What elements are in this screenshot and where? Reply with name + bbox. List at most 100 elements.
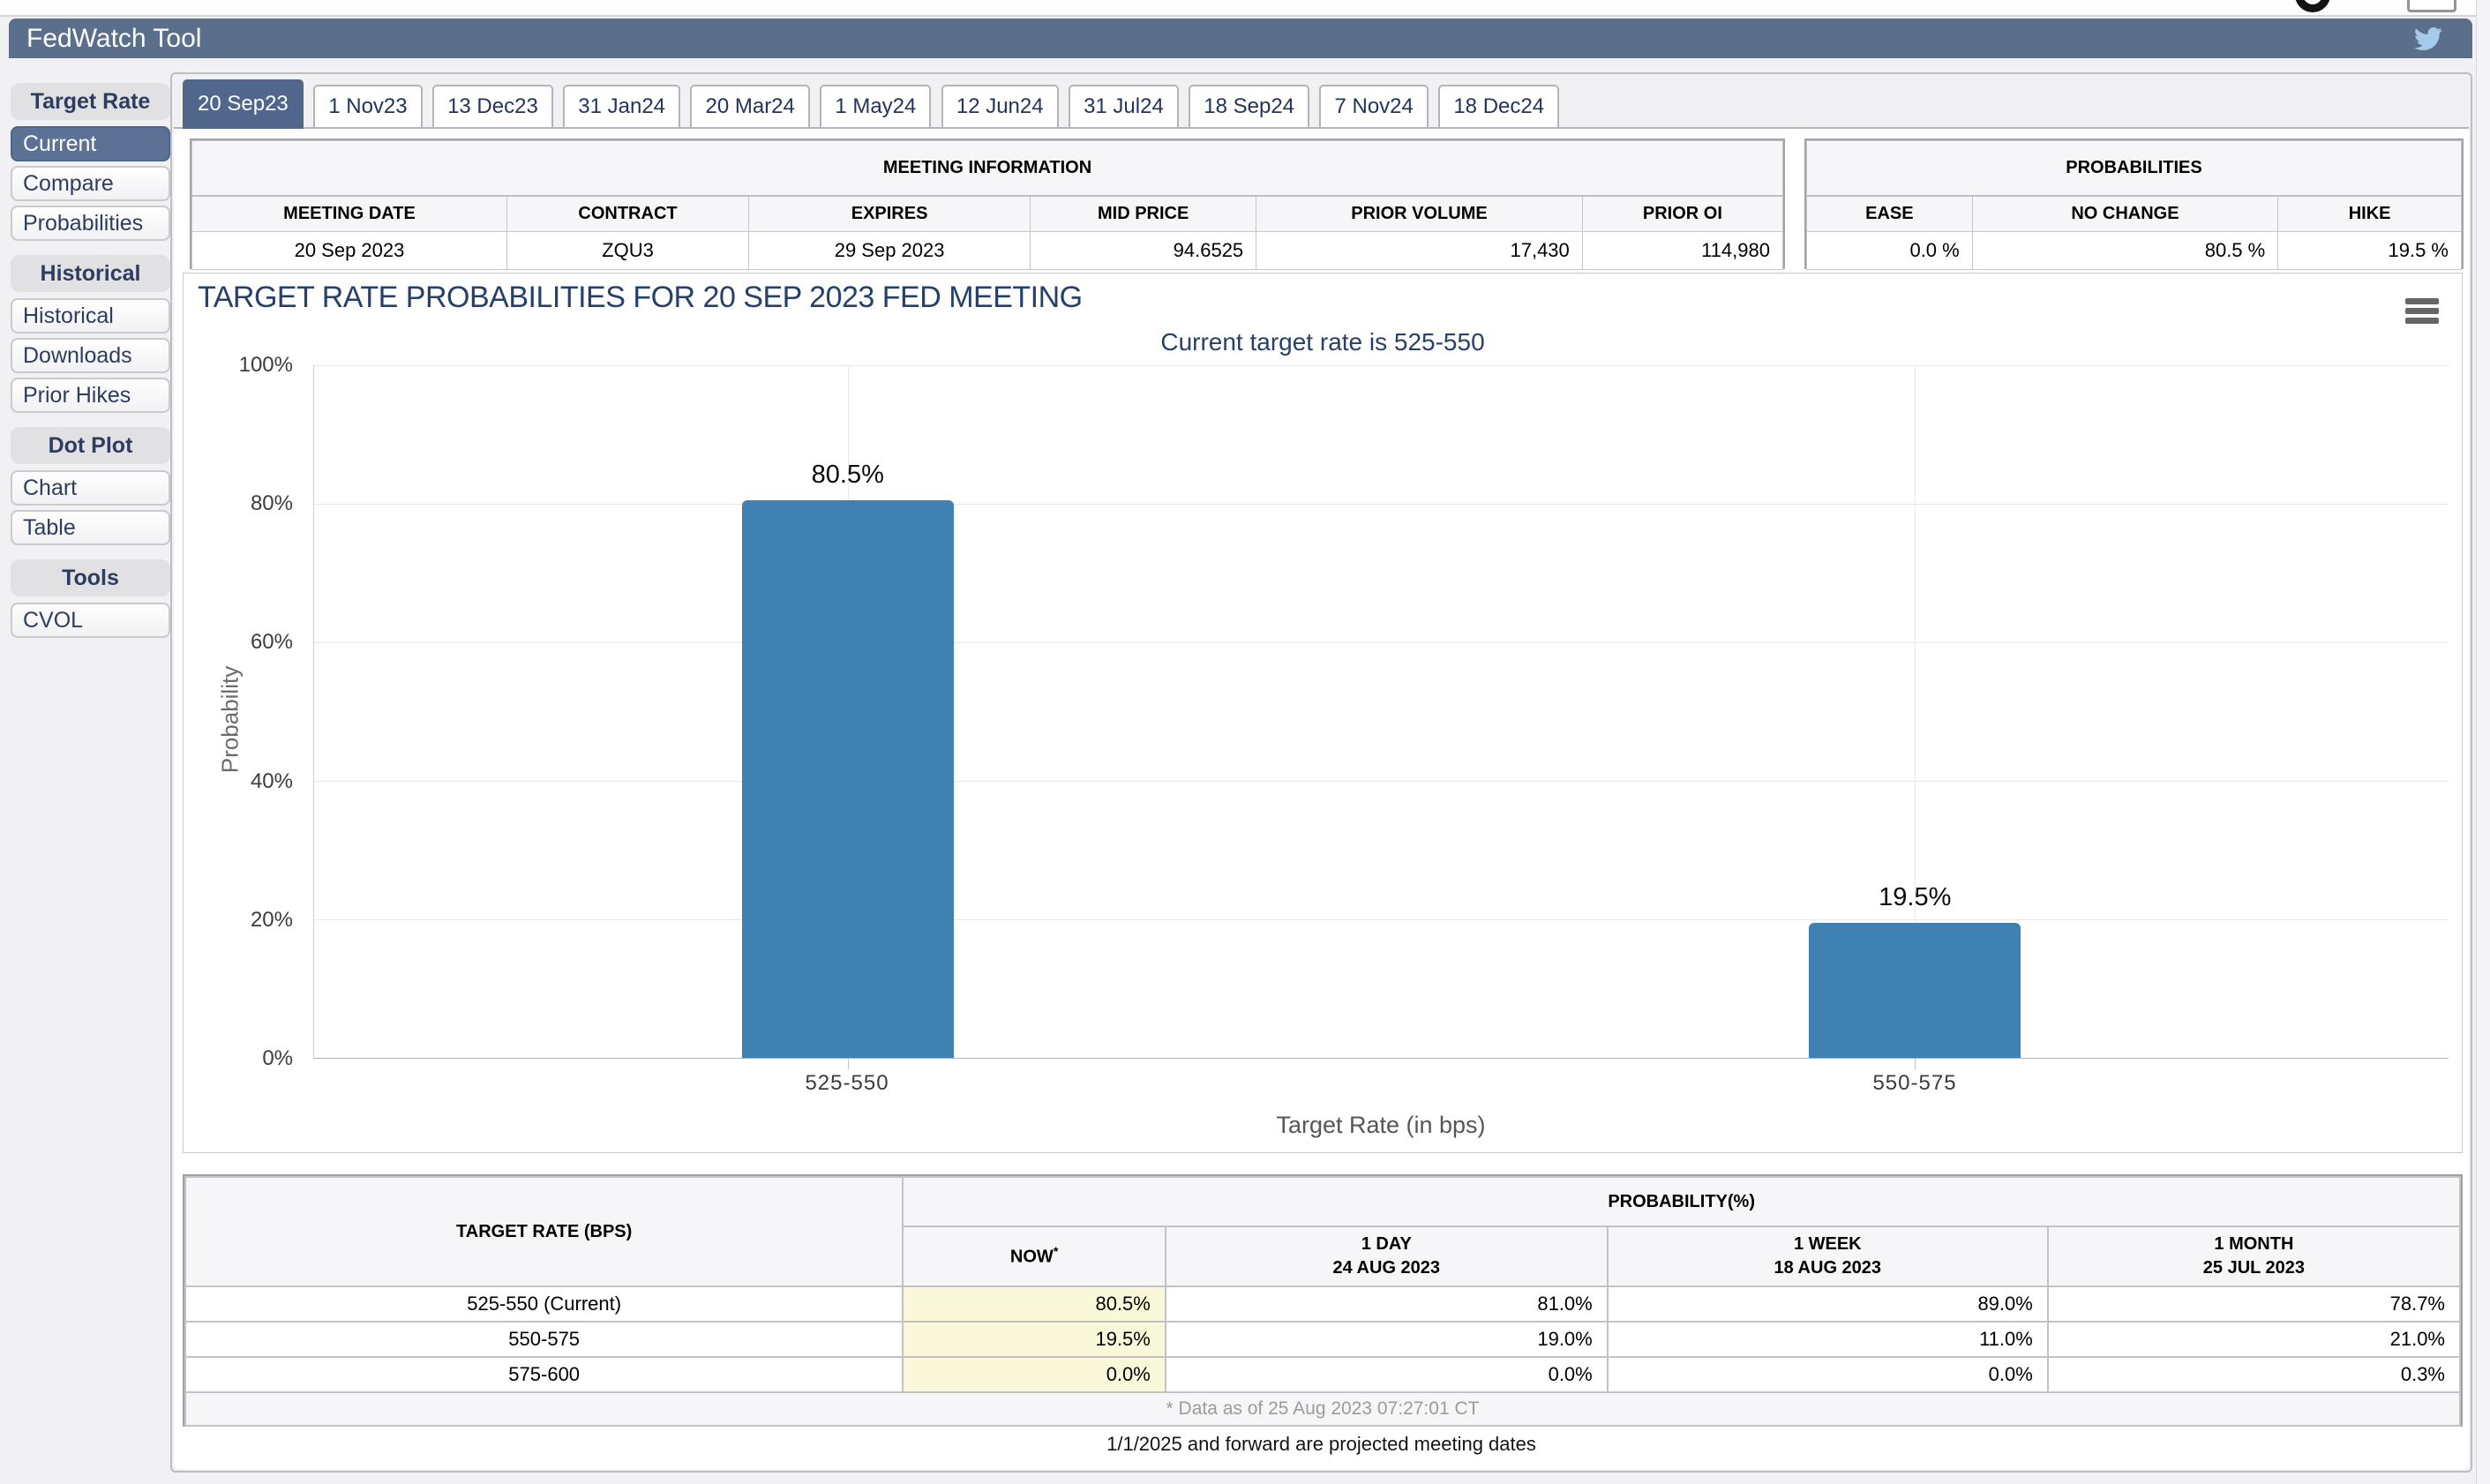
meeting-tabs-widget: 20 Sep23 1 Nov23 13 Dec23 31 Jan24 20 Ma…: [170, 72, 2472, 1473]
col-now: NOW*: [902, 1225, 1166, 1287]
tab-1-may24[interactable]: 1 May24: [820, 85, 932, 129]
probability-history-table: TARGET RATE (BPS) PROBABILITY(%) NOW* 1 …: [183, 1174, 2463, 1427]
ytick-0: 0%: [262, 1046, 293, 1070]
tab-18-dec24[interactable]: 18 Dec24: [1438, 85, 1560, 129]
x-axis-tick: [847, 1058, 849, 1069]
gridline: [314, 504, 2449, 505]
sidebar-item-probabilities[interactable]: Probabilities: [11, 206, 170, 241]
table-row: 550-575 19.5% 19.0% 11.0% 21.0%: [184, 1321, 2462, 1358]
sidebar-item-chart[interactable]: Chart: [11, 470, 170, 506]
prior-volume-value: 17,430: [1256, 231, 1583, 270]
tab-12-jun24[interactable]: 12 Jun24: [941, 85, 1059, 129]
bar-525-550[interactable]: [741, 500, 954, 1058]
sidebar-section-tools: Tools: [11, 559, 170, 596]
expires-value: 29 Sep 2023: [748, 231, 1031, 270]
week-cell: 11.0%: [1606, 1321, 2049, 1358]
mid-price-value: 94.6525: [1030, 231, 1257, 270]
y-axis-ticks: 100% 80% 60% 40% 20% 0%: [184, 353, 302, 1070]
ytick-80: 80%: [250, 491, 293, 516]
day-cell: 0.0%: [1164, 1356, 1609, 1393]
xcat-525-550: 525-550: [805, 1071, 889, 1095]
chart-menu-icon[interactable]: [2405, 298, 2439, 327]
col-mid-price: MID PRICE: [1030, 195, 1257, 232]
data-as-of-note: * Data as of 25 Aug 2023 07:27:01 CT: [184, 1391, 2461, 1427]
tab-18-sep24[interactable]: 18 Sep24: [1189, 85, 1310, 129]
sidebar-item-cvol[interactable]: CVOL: [11, 603, 170, 638]
ytick-60: 60%: [250, 630, 293, 655]
gridline: [314, 781, 2449, 782]
col-expires: EXPIRES: [748, 195, 1031, 232]
col-hike: HIKE: [2277, 195, 2462, 232]
sidebar-item-current[interactable]: Current: [11, 126, 170, 161]
plot-area: Q 80.5% 19.5%: [313, 365, 2449, 1069]
hike-value: 19.5 %: [2277, 231, 2462, 270]
meeting-date-value: 20 Sep 2023: [191, 231, 507, 270]
sidebar-item-historical[interactable]: Historical: [11, 298, 170, 334]
tab-7-nov24[interactable]: 7 Nov24: [1319, 85, 1429, 129]
table-row: 575-600 0.0% 0.0% 0.0% 0.3%: [184, 1356, 2462, 1393]
bar-value-label: 80.5%: [811, 461, 884, 490]
tab-20-mar24[interactable]: 20 Mar24: [690, 85, 810, 129]
tab-1-nov23[interactable]: 1 Nov23: [313, 85, 423, 129]
page-scrollbar[interactable]: [2476, 0, 2490, 1484]
chart-title: TARGET RATE PROBABILITIES FOR 20 SEP 202…: [198, 281, 1083, 314]
bar-550-575[interactable]: [1809, 922, 2021, 1058]
col-1-month: 1 MONTH 25 JUL 2023: [2046, 1225, 2462, 1287]
sidebar-item-downloads[interactable]: Downloads: [11, 338, 170, 373]
gridline: [314, 365, 2449, 366]
tab-20-sep23[interactable]: 20 Sep23: [183, 79, 304, 129]
tab-31-jul24[interactable]: 31 Jul24: [1069, 85, 1179, 129]
probabilities-summary-table: PROBABILITIES EASE NO CHANGE HIKE 0.0 % …: [1804, 139, 2464, 270]
tab-content-panel: MEETING INFORMATION MEETING DATE CONTRAC…: [174, 127, 2469, 1469]
prior-oi-value: 114,980: [1581, 231, 1784, 270]
xcat-550-575: 550-575: [1872, 1071, 1957, 1095]
app-header-bar: FedWatch Tool: [9, 19, 2472, 58]
ytick-20: 20%: [250, 907, 293, 932]
y-axis-title: Probability: [216, 665, 244, 774]
cropped-circle-icon: [2295, 0, 2330, 12]
sidebar-section-target-rate: Target Rate: [11, 83, 170, 120]
now-cell: 19.5%: [902, 1321, 1166, 1358]
bar-value-label: 19.5%: [1879, 882, 1952, 911]
now-cell: 0.0%: [902, 1356, 1166, 1393]
sidebar-item-prior-hikes[interactable]: Prior Hikes: [11, 378, 170, 413]
gridline: [314, 642, 2449, 643]
rate-cell: 575-600: [184, 1356, 904, 1393]
gridline: [1915, 365, 1916, 1058]
x-axis-title: Target Rate (in bps): [1276, 1112, 1486, 1138]
now-cell: 80.5%: [902, 1285, 1166, 1323]
col-ease: EASE: [1806, 195, 1973, 232]
month-cell: 0.3%: [2046, 1356, 2462, 1393]
x-axis-category-labels: 525-550 550-575: [313, 1059, 2449, 1095]
tab-31-jan24[interactable]: 31 Jan24: [563, 85, 681, 129]
ease-value: 0.0 %: [1806, 231, 1973, 270]
contract-value: ZQU3: [506, 231, 750, 270]
rate-cell: 525-550 (Current): [184, 1285, 904, 1323]
meeting-info-row: 20 Sep 2023 ZQU3 29 Sep 2023 94.6525 17,…: [191, 231, 1784, 270]
col-1-week: 1 WEEK 18 AUG 2023: [1606, 1225, 2049, 1287]
month-cell: 21.0%: [2046, 1321, 2462, 1358]
projected-dates-note: 1/1/2025 and forward are projected meeti…: [1106, 1433, 1536, 1455]
app-title: FedWatch Tool: [26, 24, 202, 53]
sidebar: Target Rate Current Compare Probabilitie…: [11, 83, 170, 642]
day-cell: 19.0%: [1164, 1321, 1609, 1358]
target-rate-chart-panel: TARGET RATE PROBABILITIES FOR 20 SEP 202…: [183, 273, 2463, 1153]
col-contract: CONTRACT: [506, 195, 750, 232]
col-prior-oi: PRIOR OI: [1581, 195, 1784, 232]
meeting-info-title: MEETING INFORMATION: [191, 140, 1783, 197]
col-meeting-date: MEETING DATE: [191, 195, 507, 232]
probabilities-summary-row: 0.0 % 80.5 % 19.5 %: [1806, 231, 2462, 270]
day-cell: 81.0%: [1164, 1285, 1609, 1323]
probability-group-header: PROBABILITY(%): [902, 1176, 2461, 1227]
chart-subtitle: Current target rate is 525-550: [1160, 328, 1485, 356]
tab-13-dec23[interactable]: 13 Dec23: [432, 85, 553, 129]
no-change-value: 80.5 %: [1971, 231, 2279, 270]
sidebar-item-compare[interactable]: Compare: [11, 166, 170, 201]
ytick-100: 100%: [238, 353, 293, 377]
week-cell: 0.0%: [1606, 1356, 2049, 1393]
twitter-bird-icon[interactable]: [2412, 25, 2444, 53]
sidebar-section-historical: Historical: [11, 255, 170, 292]
x-axis-tick: [1915, 1058, 1916, 1069]
sidebar-item-table[interactable]: Table: [11, 510, 170, 545]
